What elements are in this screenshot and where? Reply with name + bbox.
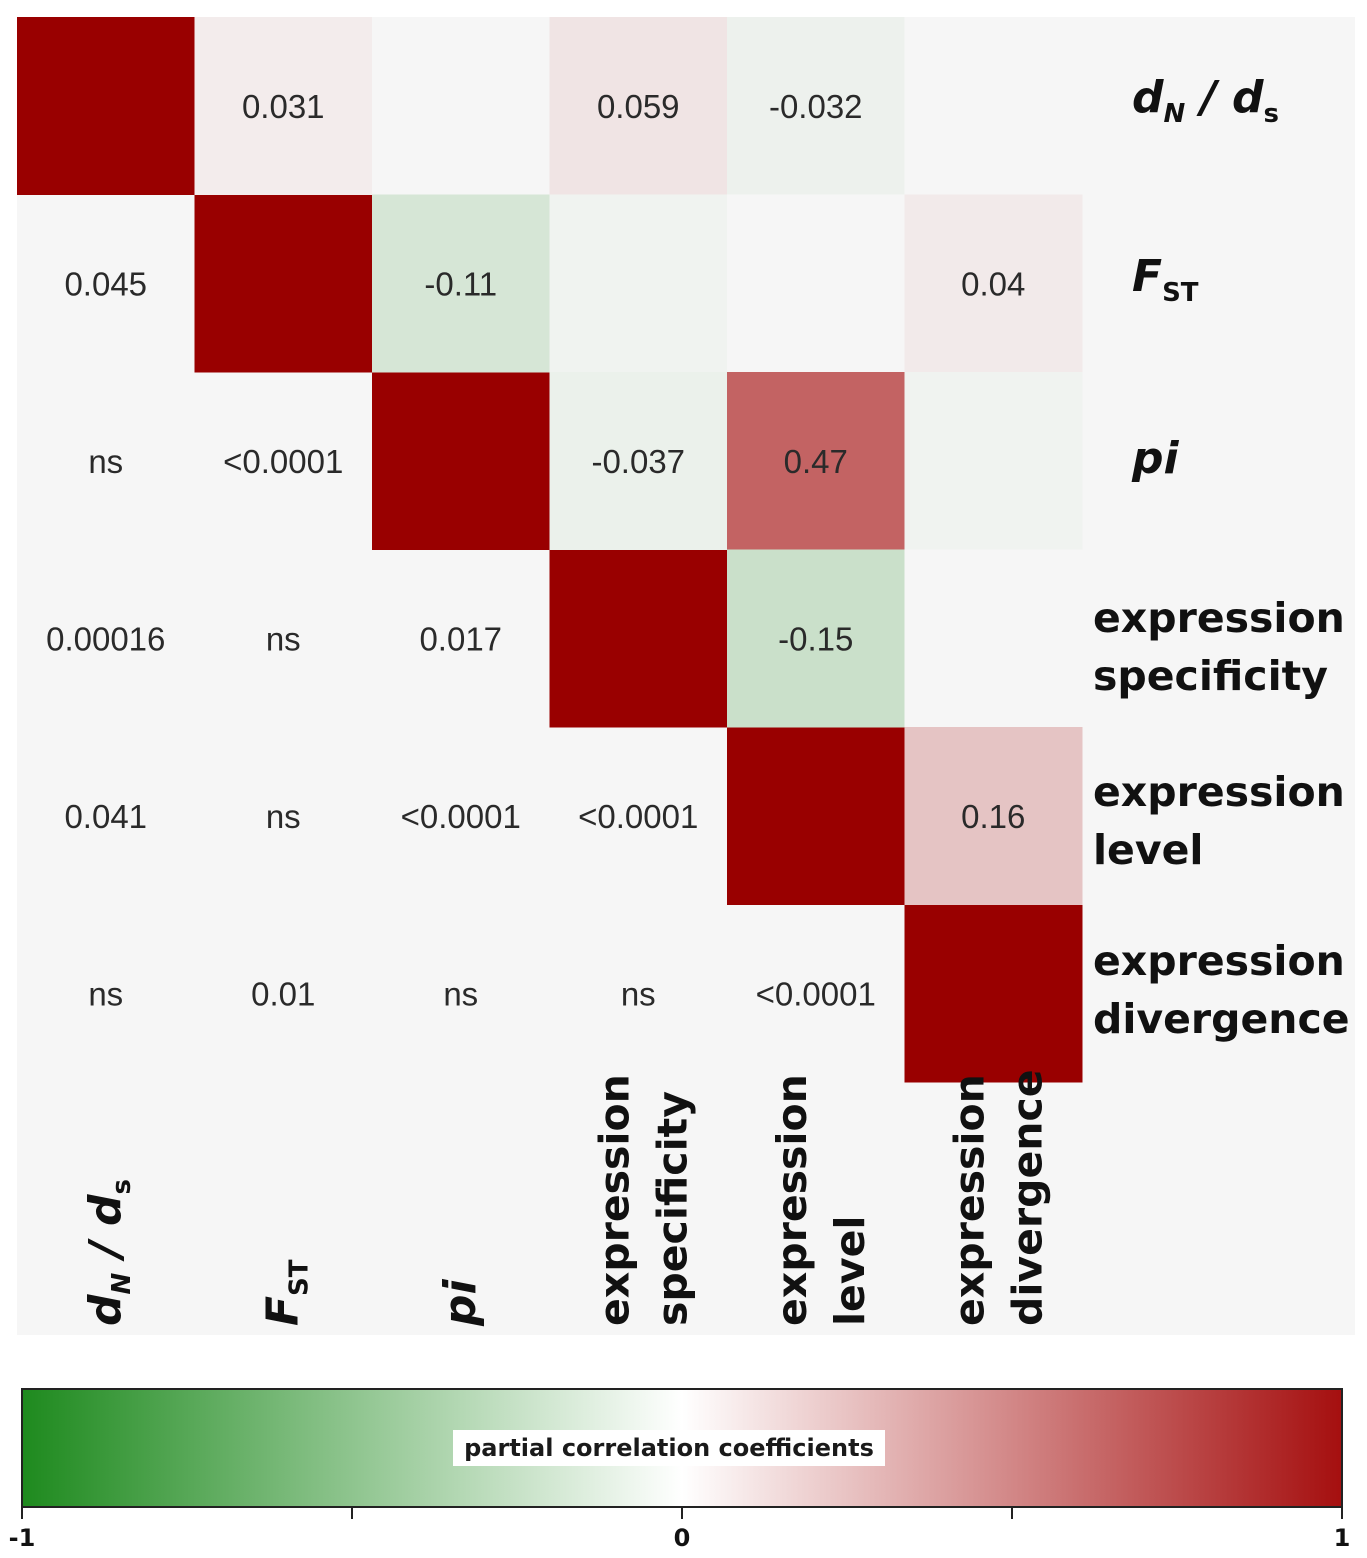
p-value-label: 0.00016 [46, 620, 165, 657]
p-value-label: <0.0001 [578, 798, 698, 835]
row-label-expr-spec-line-1: expression [1093, 594, 1345, 642]
diagonal-cell-fst [194, 194, 373, 373]
row-label-expr-level-line-2: level [1093, 826, 1203, 874]
p-value-label: <0.0001 [756, 975, 876, 1012]
colorbar: partial correlation coefficients -1 0 1 [9, 1388, 1351, 1552]
matrix-cells: 0.031 0.059 -0.032 -0.11 0.04 -0.037 0.47 -0.15… [17, 17, 1083, 1083]
column-label-expr-spec-line-1: expression [590, 1074, 638, 1326]
row-label-expr-spec-line-2: specificity [1093, 652, 1328, 700]
colorbar-tick-label: 0 [674, 1524, 691, 1552]
column-label-expr-div-line-2: divergence [1003, 1069, 1051, 1326]
coefficient-label: -0.037 [591, 443, 685, 480]
coefficient-label: 0.47 [784, 443, 848, 480]
p-value-label: 0.017 [419, 620, 502, 657]
coefficient-cell-pi-expr-div [904, 372, 1083, 550]
diagonal-cell-dn-ds [17, 17, 195, 195]
column-label-expr-spec: expression specificity [590, 1074, 696, 1326]
p-value-label: ns [88, 975, 123, 1012]
p-value-label: ns [443, 975, 478, 1012]
row-label-fst: FST [1132, 251, 1199, 308]
p-value-label: ns [266, 620, 301, 657]
row-label-expr-spec: expression specificity [1093, 594, 1345, 700]
column-label-expr-div-line-1: expression [945, 1074, 993, 1326]
p-value-label: ns [88, 443, 123, 480]
coefficient-label: -0.11 [424, 265, 497, 302]
p-value-label: ns [621, 975, 656, 1012]
p-value-label: 0.01 [251, 975, 315, 1012]
coefficient-cell-dn-ds-pi [372, 17, 550, 195]
coefficient-cell-expr-level-expr-div [904, 727, 1083, 905]
coefficient-cell-dn-ds-expr-level [727, 17, 905, 195]
coefficient-label: 0.16 [961, 798, 1025, 835]
p-value-label: 0.041 [64, 798, 147, 835]
coefficient-cell-dn-ds-fst [194, 17, 373, 195]
row-label-expr-div-line-1: expression [1093, 937, 1345, 985]
coefficient-cell-fst-expr-level [727, 194, 905, 373]
colorbar-tick-label: -1 [9, 1524, 36, 1552]
p-value-label: 0.045 [64, 265, 147, 302]
colorbar-title-background [453, 1430, 885, 1466]
coefficient-label: 0.059 [597, 88, 680, 125]
column-label-expr-spec-line-2: specificity [648, 1091, 696, 1326]
diagonal-cell-expr-div [904, 904, 1083, 1083]
coefficient-cell-expr-spec-expr-level [727, 549, 905, 728]
diagonal-cell-expr-level [727, 727, 905, 905]
row-label-expr-level: expression level [1093, 768, 1345, 874]
row-label-dn-ds: dN / ds [1132, 72, 1279, 129]
p-value-label: ns [266, 798, 301, 835]
column-label-pi: pi [435, 1279, 486, 1327]
row-label-expr-div: expression divergence [1093, 937, 1350, 1043]
coefficient-cell-fst-expr-div [904, 194, 1083, 373]
p-value-label: <0.0001 [223, 443, 343, 480]
coefficient-cell-pi-expr-level [727, 372, 905, 550]
coefficient-cell-fst-pi [372, 194, 550, 373]
coefficient-cell-expr-spec-expr-div [904, 549, 1083, 728]
diagonal-cell-expr-spec [549, 549, 728, 728]
column-label-dn-ds: dN / ds [80, 1179, 137, 1326]
row-label-pi: pi [1131, 433, 1179, 484]
row-label-expr-level-line-1: expression [1093, 768, 1345, 816]
coefficient-label: 0.031 [242, 88, 325, 125]
column-label-expr-level: expression level [768, 1074, 874, 1326]
diagonal-cell-pi [372, 372, 550, 550]
column-label-expr-level-line-2: level [826, 1216, 874, 1326]
column-label-expr-div: expression divergence [945, 1069, 1051, 1326]
variable-labels: dN / dsFSTpiexpressionspecificityexpress… [80, 72, 1350, 1327]
coefficient-cell-dn-ds-expr-spec [549, 17, 728, 195]
row-label-expr-div-line-2: divergence [1093, 995, 1350, 1043]
coefficient-label: 0.04 [961, 265, 1025, 302]
colorbar-ticks: -1 0 1 [9, 1507, 1351, 1552]
coefficient-cell-dn-ds-expr-div [904, 17, 1083, 195]
colorbar-tick-label: 1 [1334, 1524, 1351, 1552]
coefficient-label: -0.032 [769, 88, 863, 125]
coefficient-cell-pi-expr-spec [549, 372, 728, 550]
column-label-expr-level-line-1: expression [768, 1074, 816, 1326]
column-label-fst: FST [257, 1259, 314, 1326]
coefficient-cell-fst-expr-spec [549, 194, 728, 373]
p-value-label: <0.0001 [401, 798, 521, 835]
coefficient-label: -0.15 [778, 620, 853, 657]
colorbar-title: partial correlation coefficients [464, 1434, 874, 1462]
